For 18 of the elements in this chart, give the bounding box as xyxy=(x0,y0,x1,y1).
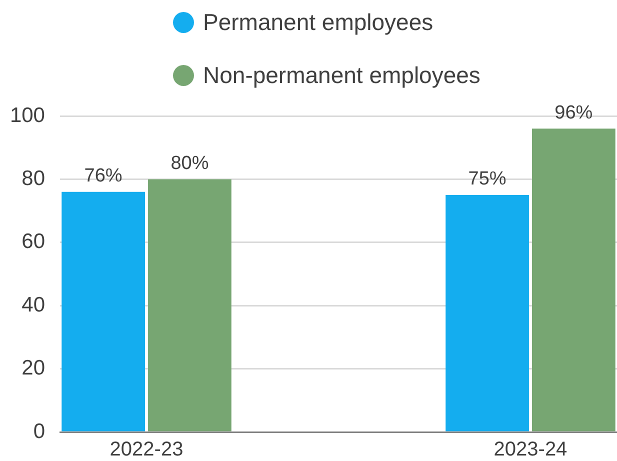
bar xyxy=(62,192,145,432)
data-label: 80% xyxy=(170,152,209,174)
y-tick-label: 60 xyxy=(22,230,45,254)
y-tick-label: 40 xyxy=(22,293,45,316)
data-label: 75% xyxy=(468,168,506,190)
y-tick-label: 20 xyxy=(22,356,45,380)
data-label: 96% xyxy=(554,102,593,124)
y-tick-label: 100 xyxy=(10,104,45,127)
y-tick-label: 80 xyxy=(22,166,45,190)
legend-label: Non-permanent employees xyxy=(203,62,480,88)
data-label: 76% xyxy=(84,166,122,187)
bar xyxy=(532,128,616,432)
x-tick-label: 2022-23 xyxy=(110,438,184,461)
bar xyxy=(446,195,529,432)
bar xyxy=(148,179,232,432)
y-tick-label: 0 xyxy=(33,420,45,443)
x-tick-label: 2023-24 xyxy=(494,438,568,461)
legend-label: Permanent employees xyxy=(203,8,434,36)
